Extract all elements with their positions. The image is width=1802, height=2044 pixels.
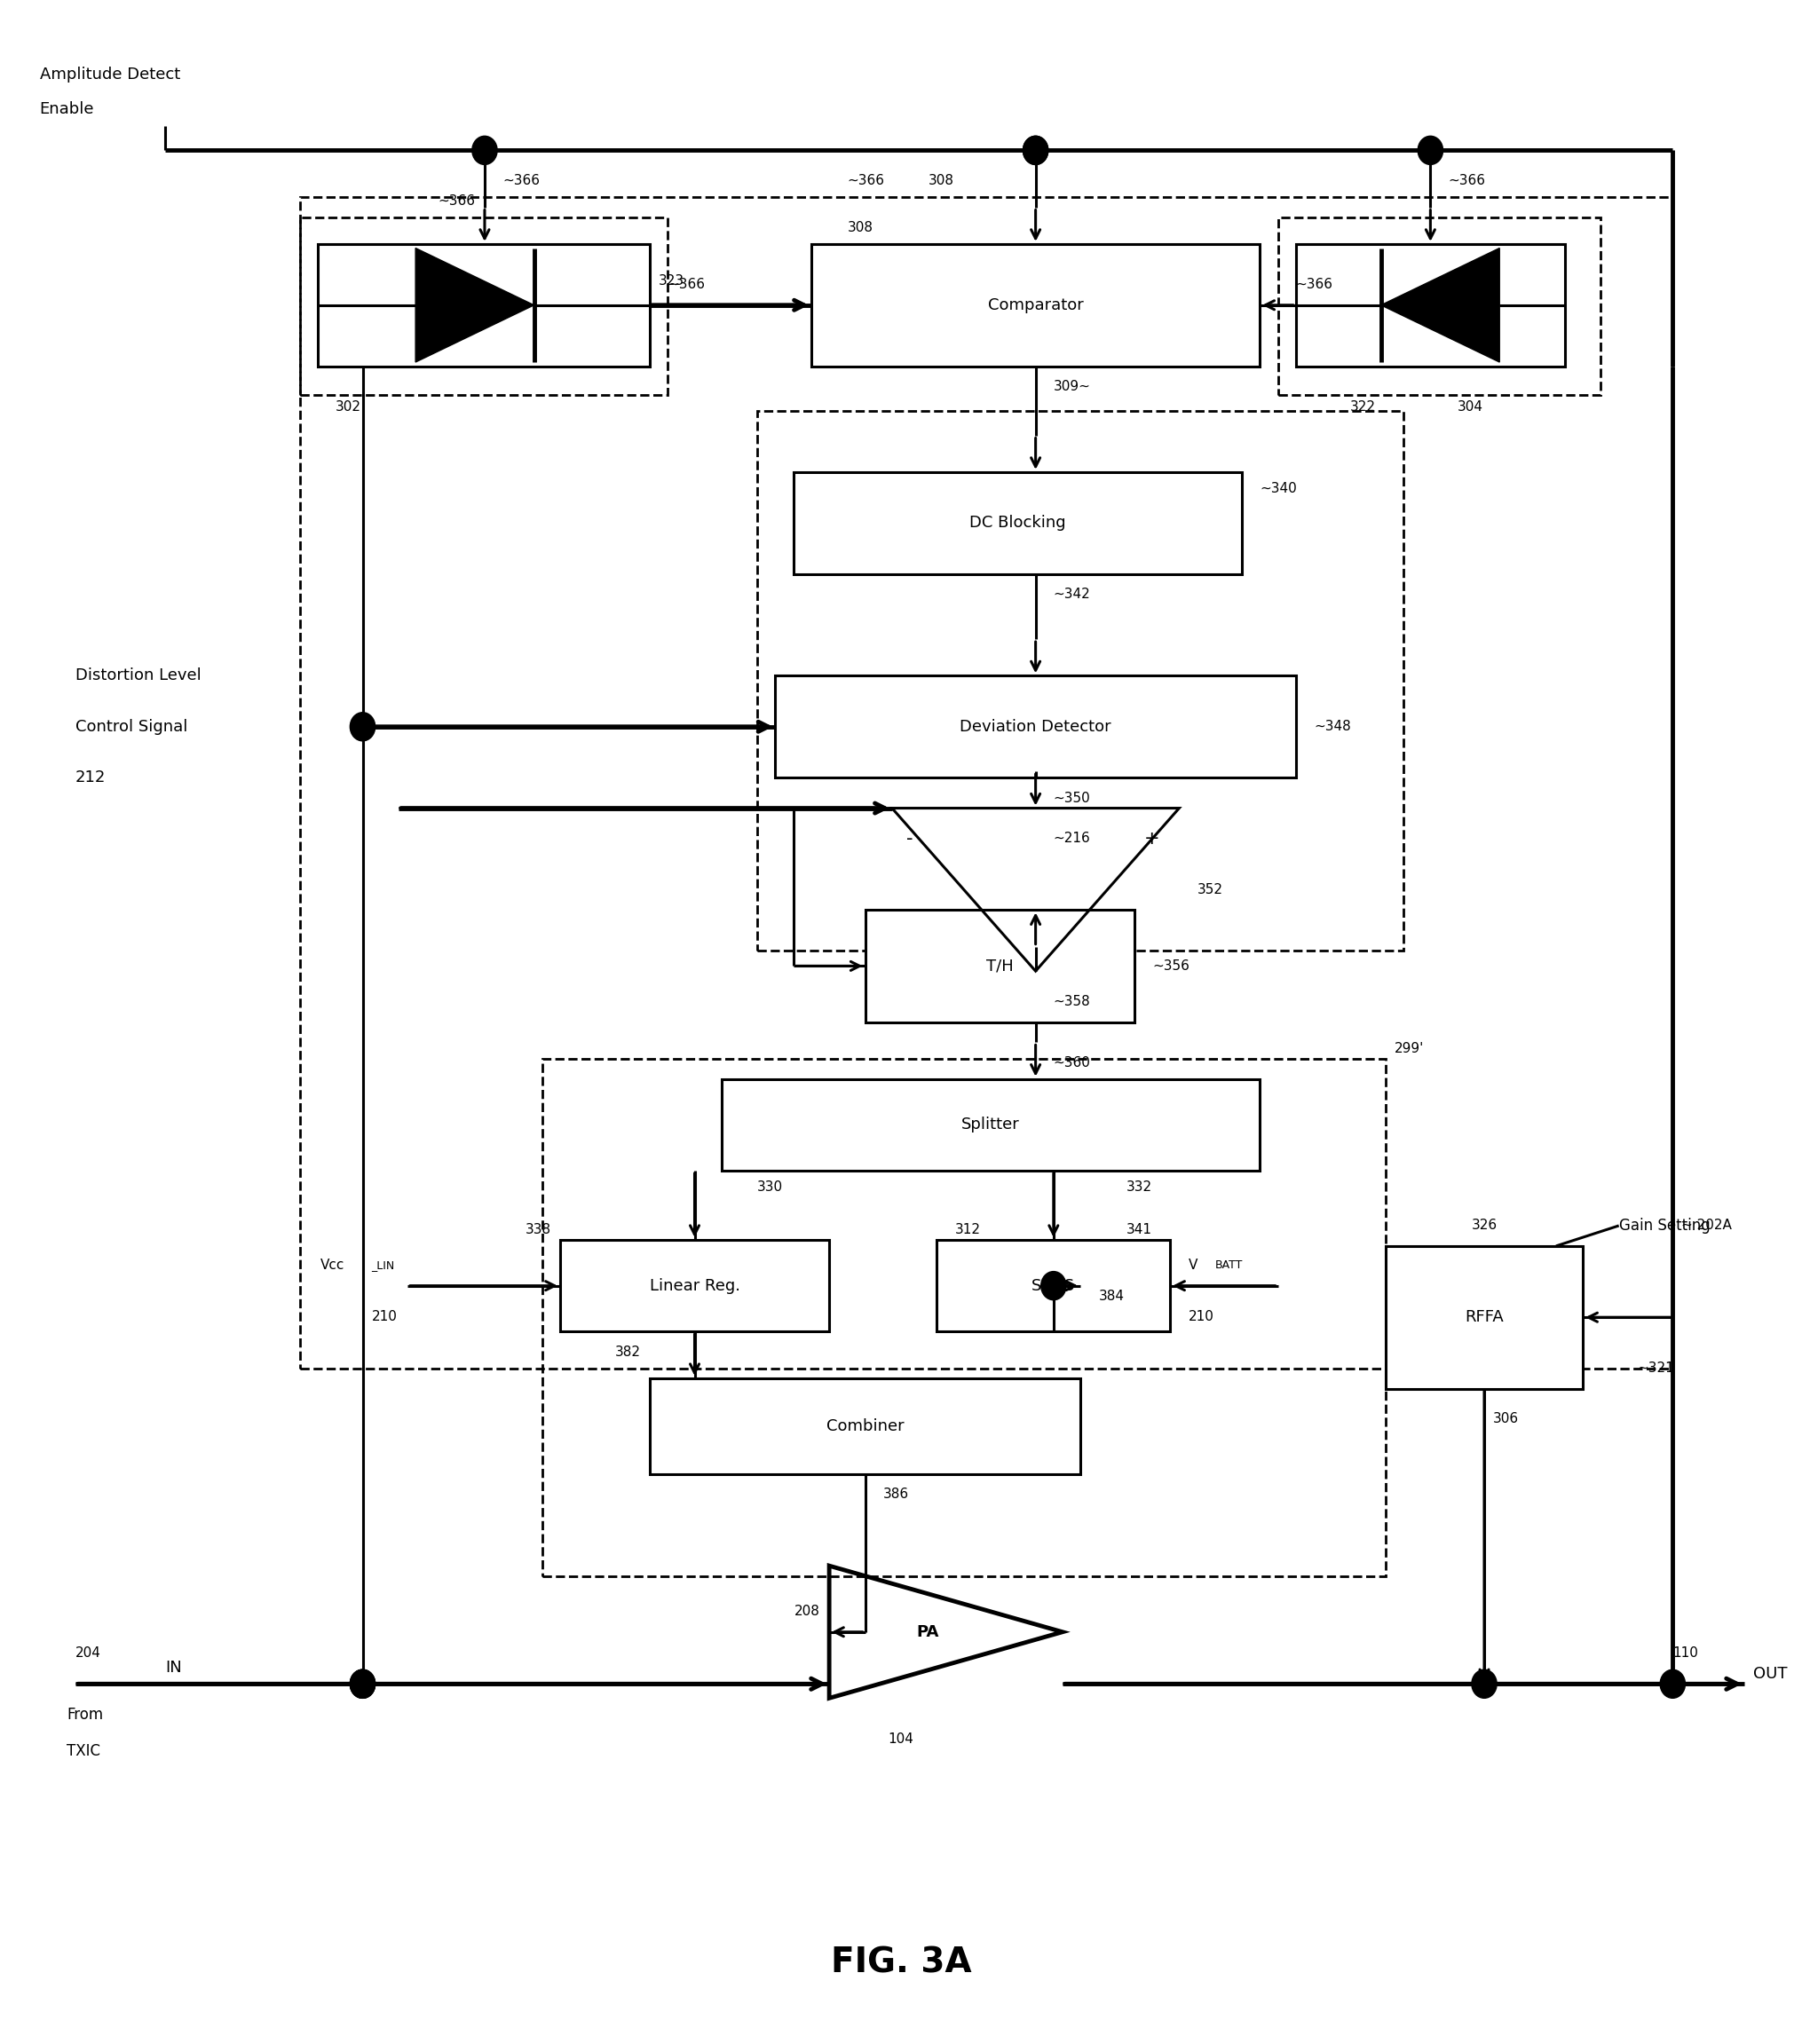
Text: ~340: ~340 [1260, 482, 1297, 495]
Bar [793, 472, 1242, 574]
Text: Combiner: Combiner [825, 1419, 905, 1435]
Circle shape [1472, 1670, 1497, 1699]
Text: 341: 341 [1126, 1222, 1151, 1237]
Circle shape [350, 1670, 375, 1699]
Bar [1296, 243, 1564, 366]
Text: ~366: ~366 [847, 174, 885, 188]
Bar [937, 1241, 1169, 1331]
Bar [299, 217, 669, 394]
Text: 208: 208 [795, 1605, 820, 1619]
Bar [811, 243, 1260, 366]
Text: RFFA: RFFA [1465, 1310, 1503, 1325]
Text: From: From [67, 1707, 103, 1723]
Bar [1386, 1247, 1582, 1388]
Text: V: V [1188, 1259, 1197, 1271]
Text: PA: PA [917, 1625, 939, 1639]
Text: ~366: ~366 [1296, 278, 1333, 292]
Text: Comparator: Comparator [987, 296, 1083, 313]
Text: ~ 202A: ~ 202A [1681, 1218, 1732, 1233]
Text: 309~: 309~ [1054, 380, 1090, 392]
Bar [651, 1378, 1081, 1474]
Circle shape [350, 1670, 375, 1699]
Text: 210: 210 [1188, 1310, 1215, 1322]
Text: TXIC: TXIC [67, 1744, 101, 1760]
Text: 204: 204 [76, 1647, 101, 1660]
Text: 302: 302 [335, 401, 362, 413]
Text: ~350: ~350 [1054, 791, 1090, 805]
Text: T/H: T/H [986, 959, 1013, 975]
Polygon shape [416, 247, 533, 362]
Text: 386: 386 [883, 1488, 908, 1500]
Text: BATT: BATT [1215, 1259, 1243, 1271]
Text: 304: 304 [1458, 401, 1483, 413]
Bar [542, 1059, 1386, 1576]
Circle shape [1024, 137, 1049, 166]
Text: 308: 308 [928, 174, 953, 188]
Text: 352: 352 [1197, 883, 1224, 895]
Text: 332: 332 [1126, 1179, 1151, 1194]
Text: 384: 384 [1099, 1290, 1124, 1302]
Text: Gain Setting: Gain Setting [1618, 1218, 1710, 1235]
Text: Enable: Enable [40, 102, 94, 119]
Text: 212: 212 [76, 771, 106, 785]
Bar [775, 677, 1296, 777]
Text: Control Signal: Control Signal [76, 719, 187, 734]
Circle shape [1024, 137, 1049, 166]
Bar [317, 243, 651, 366]
Text: 338: 338 [524, 1222, 551, 1237]
Bar [865, 910, 1133, 1022]
Text: ~366: ~366 [669, 278, 705, 292]
Text: 308: 308 [847, 221, 872, 235]
Text: ~321: ~321 [1636, 1361, 1674, 1376]
Circle shape [1418, 137, 1443, 166]
Circle shape [1660, 1670, 1685, 1699]
Text: 306: 306 [1494, 1412, 1519, 1427]
Text: ~348: ~348 [1314, 719, 1352, 734]
Text: ~366: ~366 [438, 194, 476, 208]
Text: Vcc: Vcc [321, 1259, 344, 1271]
Text: 210: 210 [371, 1310, 396, 1322]
Circle shape [472, 137, 497, 166]
Text: 382: 382 [614, 1345, 642, 1359]
Text: ~216: ~216 [1054, 832, 1090, 846]
Text: 104: 104 [888, 1731, 914, 1746]
Text: OUT: OUT [1753, 1666, 1788, 1682]
Bar [721, 1079, 1260, 1171]
Text: ~342: ~342 [1054, 589, 1090, 601]
Text: 110: 110 [1672, 1647, 1697, 1660]
Bar [560, 1241, 829, 1331]
Text: 323: 323 [660, 274, 685, 288]
Text: ~360: ~360 [1054, 1057, 1090, 1069]
Text: 326: 326 [1470, 1218, 1497, 1233]
Polygon shape [1380, 247, 1499, 362]
Text: IN: IN [166, 1660, 182, 1676]
Bar [299, 196, 1672, 1367]
Text: Amplitude Detect: Amplitude Detect [40, 67, 180, 84]
Circle shape [1042, 1271, 1067, 1300]
Text: -: - [906, 830, 914, 848]
Bar [1278, 217, 1600, 394]
Text: Splitter: Splitter [962, 1116, 1020, 1132]
Text: SMPS: SMPS [1033, 1278, 1076, 1294]
Text: DC Blocking: DC Blocking [969, 515, 1065, 531]
Text: ~358: ~358 [1054, 995, 1090, 1008]
Bar [757, 411, 1404, 950]
Text: Deviation Detector: Deviation Detector [960, 719, 1112, 734]
Text: 322: 322 [1350, 401, 1375, 413]
Text: _LIN: _LIN [371, 1259, 395, 1271]
Text: Linear Reg.: Linear Reg. [649, 1278, 741, 1294]
Circle shape [350, 713, 375, 740]
Text: 312: 312 [955, 1222, 980, 1237]
Text: FIG. 3A: FIG. 3A [831, 1946, 971, 1981]
Text: ~356: ~356 [1151, 959, 1189, 973]
Text: Distortion Level: Distortion Level [76, 668, 202, 685]
Text: ~366: ~366 [503, 174, 541, 188]
Text: ~366: ~366 [1449, 174, 1485, 188]
Circle shape [350, 1670, 375, 1699]
Text: 330: 330 [757, 1179, 784, 1194]
Text: +: + [1144, 830, 1160, 848]
Text: 299': 299' [1395, 1042, 1424, 1055]
